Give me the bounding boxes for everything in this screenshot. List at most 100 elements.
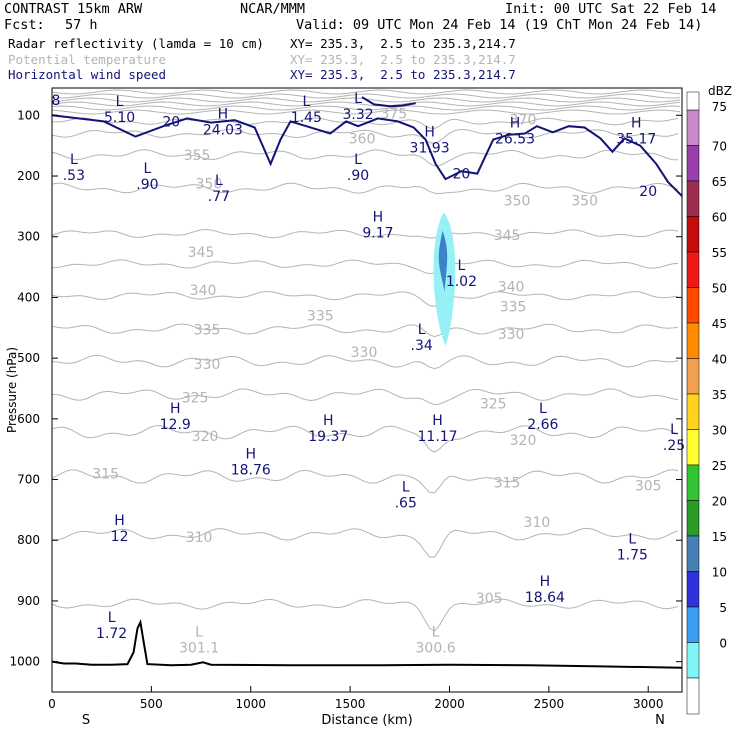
low-marker: L xyxy=(108,610,116,626)
theta-contour-355 xyxy=(52,182,679,195)
high-marker: H xyxy=(373,210,384,226)
colorbar-label: 60 xyxy=(712,211,727,225)
theta-low-marker: L xyxy=(195,624,203,640)
theta-contour-upper xyxy=(52,89,681,95)
x-tick-label: 2500 xyxy=(534,697,565,711)
low-marker: L xyxy=(402,480,410,496)
high-marker: H xyxy=(114,513,125,529)
theta-contour-upper xyxy=(52,105,681,111)
y-tick-label: 1000 xyxy=(9,655,40,669)
colorbar-swatch xyxy=(686,500,700,537)
theta-contour-330 xyxy=(52,354,679,370)
x-tick-label: 0 xyxy=(48,697,56,711)
theta-label: 375 xyxy=(380,106,407,122)
colorbar-swatch xyxy=(686,571,700,608)
y-tick-label: 400 xyxy=(17,290,40,304)
x-tick-label: 3000 xyxy=(633,697,664,711)
colorbar-label: 55 xyxy=(712,246,727,260)
colorbar-swatch xyxy=(686,180,700,217)
colorbar-base xyxy=(686,677,700,715)
colorbar-swatch xyxy=(686,251,700,288)
extremum-value: 11.17 xyxy=(418,429,458,445)
extremum-value: 1.02 xyxy=(446,274,477,290)
theta-contour-345 xyxy=(52,259,679,275)
theta-label: 320 xyxy=(510,433,537,449)
colorbar-swatch xyxy=(686,287,700,324)
colorbar-label: 45 xyxy=(712,317,727,331)
theta-label: 310 xyxy=(186,530,213,546)
wind-contour-20 xyxy=(361,96,416,108)
colorbar-label: 50 xyxy=(712,282,727,296)
field-theta-xy: XY= 235.3, 2.5 to 235.3,214.7 xyxy=(290,52,516,67)
low-marker: L xyxy=(670,422,678,438)
colorbar-label: 65 xyxy=(712,175,727,189)
low-marker: L xyxy=(143,161,151,177)
theta-contour-365 xyxy=(52,128,679,145)
theta-low-marker: L xyxy=(432,624,440,640)
theta-label: 305 xyxy=(476,591,503,607)
reflectivity-cell xyxy=(438,230,448,292)
extremum-value: 5.10 xyxy=(104,110,135,126)
x-tick-label: 2000 xyxy=(434,697,465,711)
colorbar-label: 20 xyxy=(712,495,727,509)
theta-label: 355 xyxy=(184,148,211,164)
init-time: Init: 00 UTC Sat 22 Feb 14 xyxy=(505,1,717,17)
extremum-value: 19.37 xyxy=(308,429,348,445)
forecast-label: Fcst: xyxy=(4,17,45,33)
extremum-value: 1.45 xyxy=(291,110,322,126)
wind-contour-label: 8 xyxy=(52,93,61,109)
theta-contour-310 xyxy=(52,527,679,558)
colorbar-swatch xyxy=(686,145,700,182)
low-marker: L xyxy=(215,173,223,189)
high-marker: H xyxy=(170,401,181,417)
project-title: CONTRAST 15km ARW xyxy=(4,1,143,17)
extremum-value: 12.9 xyxy=(160,417,191,433)
extremum-value: 18.64 xyxy=(525,590,565,606)
extremum-value: .90 xyxy=(347,168,369,184)
colorbar-label: 35 xyxy=(712,388,727,402)
colorbar-label: 15 xyxy=(712,530,727,544)
colorbar-label: 30 xyxy=(712,424,727,438)
high-marker: H xyxy=(432,413,443,429)
extremum-value: .65 xyxy=(395,496,417,512)
colorbar-unit: dBZ xyxy=(708,84,732,98)
extremum-value: .53 xyxy=(63,168,85,184)
high-marker: H xyxy=(510,115,521,131)
low-marker: L xyxy=(354,91,362,107)
colorbar-swatch xyxy=(686,109,700,146)
theta-label: 330 xyxy=(194,357,221,373)
theta-contour-315 xyxy=(52,469,679,494)
theta-label: 305 xyxy=(635,479,662,495)
colorbar-label: 75 xyxy=(712,100,727,114)
theta-label: 335 xyxy=(500,300,527,316)
extremum-value: .90 xyxy=(136,177,158,193)
theta-label: 340 xyxy=(190,283,217,299)
high-marker: H xyxy=(540,574,551,590)
y-tick-label: 500 xyxy=(17,351,40,365)
extremum-value: 3.32 xyxy=(342,107,373,123)
theta-label: 350 xyxy=(196,176,223,192)
x-axis-title: Distance (km) xyxy=(321,713,412,728)
low-marker: L xyxy=(116,94,124,110)
field-wind-xy: XY= 235.3, 2.5 to 235.3,214.7 xyxy=(290,67,516,82)
low-marker: L xyxy=(539,401,547,417)
low-marker: L xyxy=(70,152,78,168)
theta-label: 340 xyxy=(498,280,525,296)
colorbar-swatch xyxy=(686,464,700,501)
extremum-value: 1.75 xyxy=(617,547,648,563)
theta-contour-360 xyxy=(52,149,679,167)
y-tick-label: 600 xyxy=(17,412,40,426)
extremum-value: 26.53 xyxy=(495,131,535,147)
theta-label: 320 xyxy=(192,429,219,445)
extremum-value: .77 xyxy=(208,189,230,205)
extremum-value: 31.93 xyxy=(410,141,450,157)
colorbar-swatch xyxy=(686,358,700,395)
high-marker: H xyxy=(424,125,435,141)
colorbar-cap xyxy=(686,91,700,111)
theta-label: 315 xyxy=(494,476,521,492)
colorbar-label: 70 xyxy=(712,140,727,154)
x-tick-label: 1500 xyxy=(335,697,366,711)
low-marker: L xyxy=(354,152,362,168)
theta-label: 315 xyxy=(92,466,119,482)
